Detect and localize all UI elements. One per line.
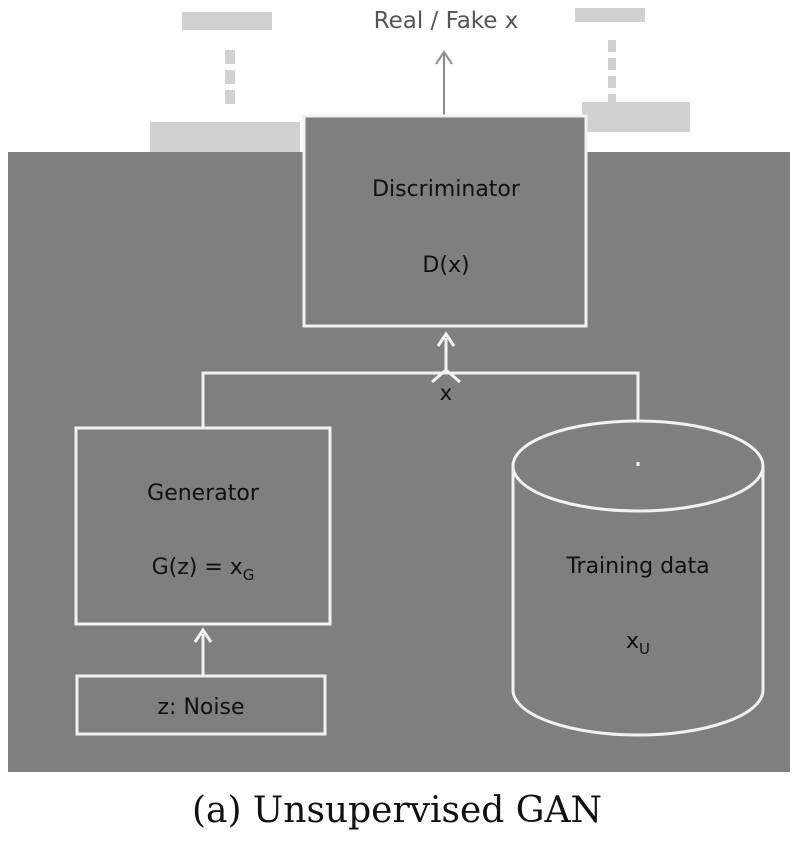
noise-to-generator-arrow xyxy=(193,627,213,676)
output-arrow xyxy=(435,50,453,116)
merge-label: x xyxy=(440,381,452,405)
training-data-formula: xU xyxy=(626,629,650,658)
generator-title: Generator xyxy=(147,481,260,506)
generator-box: Generator G(z) = xG xyxy=(74,426,332,626)
discriminator-box: Discriminator D(x) xyxy=(302,114,588,328)
gan-diagram: Real / Fake x Discriminator D(x) x Gener… xyxy=(8,8,790,772)
noise-box: z: Noise xyxy=(75,674,327,736)
discriminator-formula: D(x) xyxy=(422,253,469,278)
generator-formula: G(z) = xG xyxy=(152,555,255,584)
blurred-artifacts xyxy=(150,8,690,152)
output-label: Real / Fake x xyxy=(374,8,519,34)
figure-caption: (a) Unsupervised GAN xyxy=(191,790,603,831)
noise-label: z: Noise xyxy=(158,695,245,720)
training-data-title: Training data xyxy=(565,554,709,579)
discriminator-title: Discriminator xyxy=(372,177,521,202)
